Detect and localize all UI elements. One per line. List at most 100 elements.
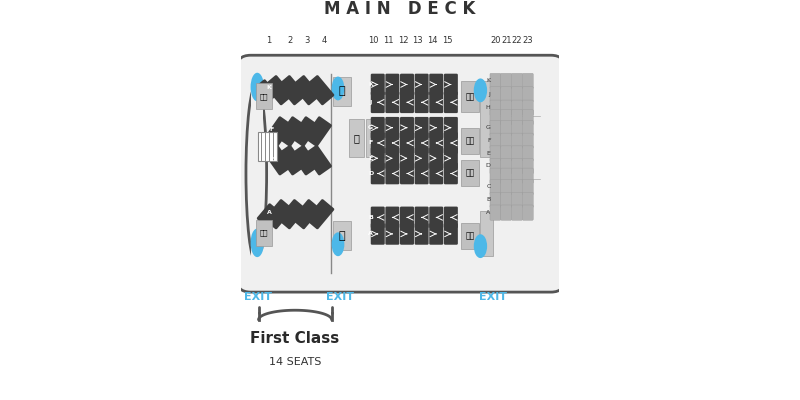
FancyBboxPatch shape — [444, 223, 458, 245]
Text: 13: 13 — [413, 36, 423, 46]
Bar — [461, 160, 479, 186]
FancyBboxPatch shape — [430, 117, 443, 138]
FancyBboxPatch shape — [430, 223, 443, 245]
FancyBboxPatch shape — [444, 163, 458, 184]
FancyBboxPatch shape — [501, 100, 511, 115]
Text: A: A — [266, 210, 271, 215]
Bar — [256, 220, 271, 246]
FancyBboxPatch shape — [306, 199, 334, 229]
FancyBboxPatch shape — [400, 148, 414, 169]
FancyBboxPatch shape — [511, 120, 522, 136]
FancyBboxPatch shape — [430, 132, 443, 154]
Bar — [250, 78, 263, 272]
FancyBboxPatch shape — [444, 132, 458, 154]
Text: K: K — [368, 82, 373, 87]
Bar — [461, 128, 479, 154]
FancyBboxPatch shape — [490, 110, 501, 125]
FancyBboxPatch shape — [511, 168, 522, 183]
FancyBboxPatch shape — [490, 180, 501, 195]
Text: 🍸: 🍸 — [339, 86, 346, 96]
FancyBboxPatch shape — [278, 116, 306, 147]
Bar — [461, 81, 479, 112]
FancyBboxPatch shape — [522, 73, 534, 89]
FancyBboxPatch shape — [490, 73, 501, 89]
FancyBboxPatch shape — [290, 116, 318, 147]
FancyBboxPatch shape — [386, 223, 399, 245]
FancyBboxPatch shape — [490, 100, 501, 115]
FancyBboxPatch shape — [501, 158, 511, 174]
FancyBboxPatch shape — [386, 206, 399, 228]
FancyBboxPatch shape — [511, 100, 522, 115]
FancyBboxPatch shape — [430, 206, 443, 228]
FancyBboxPatch shape — [370, 223, 385, 245]
FancyBboxPatch shape — [386, 92, 399, 113]
Text: 3: 3 — [305, 36, 310, 46]
Text: D: D — [368, 171, 374, 176]
FancyBboxPatch shape — [278, 145, 306, 176]
FancyBboxPatch shape — [501, 168, 511, 183]
FancyBboxPatch shape — [430, 148, 443, 169]
Text: 14: 14 — [427, 36, 438, 46]
FancyBboxPatch shape — [290, 145, 318, 176]
FancyBboxPatch shape — [386, 132, 399, 154]
FancyBboxPatch shape — [414, 132, 429, 154]
Text: 22: 22 — [512, 36, 522, 46]
FancyBboxPatch shape — [522, 100, 534, 115]
FancyBboxPatch shape — [370, 92, 385, 113]
FancyBboxPatch shape — [304, 116, 332, 147]
FancyBboxPatch shape — [501, 120, 511, 136]
FancyBboxPatch shape — [430, 74, 443, 95]
Text: F: F — [369, 140, 373, 146]
FancyBboxPatch shape — [501, 146, 511, 161]
FancyBboxPatch shape — [490, 168, 501, 183]
FancyBboxPatch shape — [511, 192, 522, 208]
Bar — [480, 81, 493, 157]
FancyBboxPatch shape — [501, 73, 511, 89]
Text: First Class: First Class — [250, 331, 340, 346]
FancyBboxPatch shape — [490, 146, 501, 161]
Ellipse shape — [332, 76, 344, 100]
FancyBboxPatch shape — [430, 163, 443, 184]
Text: J: J — [370, 100, 372, 105]
FancyBboxPatch shape — [501, 133, 511, 148]
Bar — [334, 77, 350, 106]
Text: 14 SEATS: 14 SEATS — [269, 357, 322, 367]
Bar — [258, 132, 277, 161]
FancyBboxPatch shape — [370, 206, 385, 228]
Bar — [256, 83, 271, 109]
FancyBboxPatch shape — [264, 75, 293, 105]
FancyBboxPatch shape — [501, 205, 511, 220]
FancyBboxPatch shape — [522, 87, 534, 102]
Text: F: F — [487, 138, 490, 143]
FancyBboxPatch shape — [501, 87, 511, 102]
Ellipse shape — [250, 228, 264, 257]
Text: 🚹🚺: 🚹🚺 — [260, 93, 268, 100]
Text: 🍸: 🍸 — [354, 133, 360, 143]
FancyBboxPatch shape — [414, 117, 429, 138]
Text: EXIT: EXIT — [326, 292, 354, 302]
Text: F: F — [269, 128, 274, 132]
Text: M A I N   D E C K: M A I N D E C K — [324, 0, 476, 18]
FancyBboxPatch shape — [511, 87, 522, 102]
FancyBboxPatch shape — [501, 192, 511, 208]
FancyBboxPatch shape — [386, 74, 399, 95]
FancyBboxPatch shape — [522, 110, 534, 125]
Text: G: G — [486, 125, 490, 130]
Text: 20: 20 — [490, 36, 501, 46]
Text: 23: 23 — [522, 36, 533, 46]
FancyBboxPatch shape — [236, 55, 566, 292]
FancyBboxPatch shape — [414, 206, 429, 228]
Text: 🚹🚺: 🚹🚺 — [260, 230, 268, 236]
Text: D: D — [486, 163, 490, 168]
FancyBboxPatch shape — [414, 223, 429, 245]
FancyBboxPatch shape — [511, 180, 522, 195]
FancyBboxPatch shape — [490, 133, 501, 148]
Text: G: G — [368, 125, 374, 130]
Bar — [366, 119, 381, 157]
FancyBboxPatch shape — [257, 203, 278, 225]
Text: 🚹🚺: 🚹🚺 — [466, 169, 474, 178]
FancyBboxPatch shape — [511, 205, 522, 220]
FancyBboxPatch shape — [386, 148, 399, 169]
FancyBboxPatch shape — [490, 205, 501, 220]
Text: 🚹🚺: 🚹🚺 — [466, 92, 474, 101]
